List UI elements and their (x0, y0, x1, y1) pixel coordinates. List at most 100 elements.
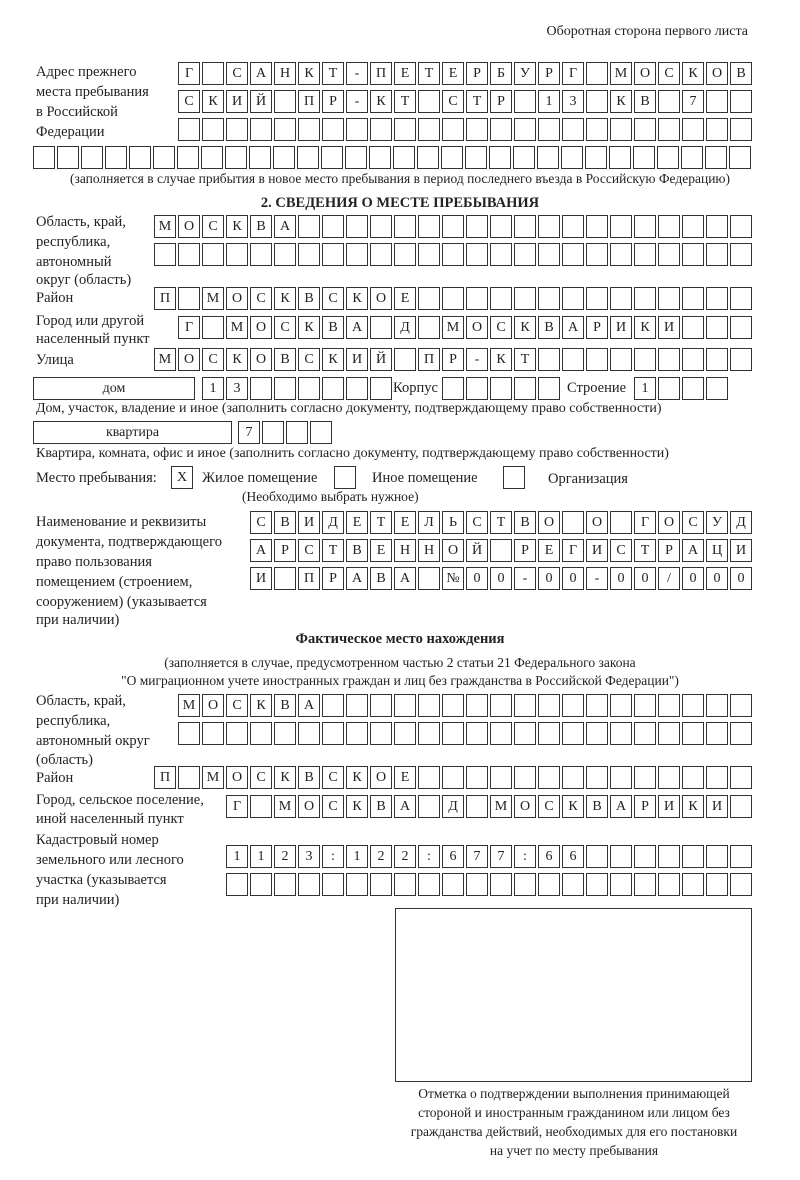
letter-cell[interactable]: С (682, 511, 704, 534)
letter-cell[interactable] (706, 90, 728, 113)
letter-cell[interactable] (273, 146, 295, 169)
letter-cell[interactable] (730, 215, 752, 238)
letter-cell[interactable] (442, 873, 464, 896)
letter-cell[interactable] (490, 539, 512, 562)
letter-cell[interactable]: Б (490, 62, 512, 85)
letter-cell[interactable]: В (274, 511, 296, 534)
letter-cell[interactable]: О (658, 511, 680, 534)
korpus-row[interactable] (442, 377, 560, 400)
letter-cell[interactable]: О (226, 766, 248, 789)
letter-cell[interactable]: О (202, 694, 224, 717)
letter-cell[interactable]: - (514, 567, 536, 590)
letter-cell[interactable] (610, 118, 632, 141)
building-row[interactable]: 1 (634, 377, 728, 400)
letter-cell[interactable]: Г (178, 316, 200, 339)
letter-cell[interactable] (322, 377, 344, 400)
letter-cell[interactable]: В (274, 694, 296, 717)
letter-cell[interactable]: 2 (394, 845, 416, 868)
letter-cell[interactable] (562, 722, 584, 745)
letter-cell[interactable]: А (250, 62, 272, 85)
letter-cell[interactable]: С (322, 795, 344, 818)
letter-cell[interactable]: Д (442, 795, 464, 818)
letter-cell[interactable]: М (154, 215, 176, 238)
letter-cell[interactable]: К (514, 316, 536, 339)
letter-cell[interactable] (658, 348, 680, 371)
letter-cell[interactable]: С (226, 694, 248, 717)
letter-cell[interactable]: 7 (490, 845, 512, 868)
letter-cell[interactable] (202, 118, 224, 141)
letter-cell[interactable] (262, 421, 284, 444)
letter-cell[interactable]: С (658, 62, 680, 85)
letter-cell[interactable] (490, 243, 512, 266)
letter-cell[interactable]: С (490, 316, 512, 339)
letter-cell[interactable] (466, 377, 488, 400)
letter-cell[interactable] (466, 722, 488, 745)
letter-cell[interactable]: Р (490, 90, 512, 113)
letter-cell[interactable] (442, 215, 464, 238)
letter-cell[interactable]: А (346, 316, 368, 339)
letter-cell[interactable] (418, 287, 440, 310)
letter-cell[interactable] (298, 243, 320, 266)
letter-cell[interactable] (538, 722, 560, 745)
letter-cell[interactable]: / (658, 567, 680, 590)
letter-cell[interactable]: Т (634, 539, 656, 562)
letter-cell[interactable] (177, 146, 199, 169)
letter-cell[interactable]: Е (538, 539, 560, 562)
letter-cell[interactable]: П (298, 567, 320, 590)
letter-cell[interactable]: Н (418, 539, 440, 562)
letter-cell[interactable]: К (226, 215, 248, 238)
letter-cell[interactable]: Г (634, 511, 656, 534)
letter-cell[interactable] (249, 146, 271, 169)
letter-cell[interactable] (286, 421, 308, 444)
letter-cell[interactable] (730, 287, 752, 310)
letter-cell[interactable] (658, 377, 680, 400)
letter-cell[interactable] (250, 722, 272, 745)
letter-cell[interactable]: С (298, 348, 320, 371)
letter-cell[interactable] (610, 873, 632, 896)
letter-cell[interactable] (537, 146, 559, 169)
letter-cell[interactable] (490, 873, 512, 896)
letter-cell[interactable]: О (370, 287, 392, 310)
letter-cell[interactable] (417, 146, 439, 169)
letter-cell[interactable]: - (346, 90, 368, 113)
letter-cell[interactable] (178, 118, 200, 141)
letter-cell[interactable]: К (346, 287, 368, 310)
letter-cell[interactable] (297, 146, 319, 169)
letter-cell[interactable]: Н (394, 539, 416, 562)
letter-cell[interactable]: Е (346, 511, 368, 534)
letter-cell[interactable] (466, 873, 488, 896)
letter-cell[interactable]: И (298, 511, 320, 534)
letter-cell[interactable]: 3 (226, 377, 248, 400)
letter-cell[interactable]: Т (322, 62, 344, 85)
letter-cell[interactable] (490, 722, 512, 745)
letter-cell[interactable] (562, 118, 584, 141)
letter-cell[interactable]: - (466, 348, 488, 371)
letter-cell[interactable] (706, 243, 728, 266)
letter-cell[interactable]: О (178, 348, 200, 371)
letter-cell[interactable] (706, 694, 728, 717)
letter-cell[interactable] (634, 243, 656, 266)
letter-cell[interactable] (226, 243, 248, 266)
letter-cell[interactable]: С (322, 287, 344, 310)
letter-cell[interactable]: 1 (538, 90, 560, 113)
letter-cell[interactable]: Ь (442, 511, 464, 534)
letter-cell[interactable] (586, 722, 608, 745)
letter-cell[interactable] (634, 766, 656, 789)
actual-region-row-2[interactable] (178, 722, 752, 745)
letter-cell[interactable] (633, 146, 655, 169)
letter-cell[interactable]: : (322, 845, 344, 868)
letter-cell[interactable]: А (250, 539, 272, 562)
letter-cell[interactable]: О (250, 316, 272, 339)
letter-cell[interactable] (418, 766, 440, 789)
letter-cell[interactable] (81, 146, 103, 169)
letter-cell[interactable]: Д (394, 316, 416, 339)
letter-cell[interactable] (442, 766, 464, 789)
letter-cell[interactable] (225, 146, 247, 169)
letter-cell[interactable] (562, 873, 584, 896)
letter-cell[interactable] (226, 118, 248, 141)
letter-cell[interactable] (610, 511, 632, 534)
letter-cell[interactable] (105, 146, 127, 169)
letter-cell[interactable] (658, 287, 680, 310)
